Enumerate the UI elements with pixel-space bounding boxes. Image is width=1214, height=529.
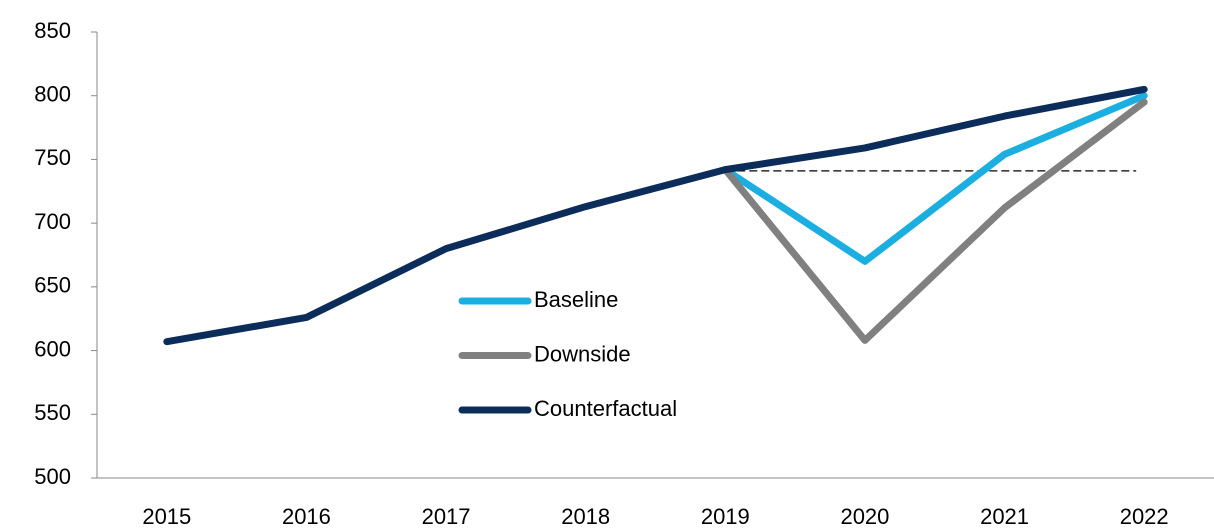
- x-tick-label: 2018: [561, 504, 610, 529]
- y-tick-label: 750: [34, 145, 71, 170]
- y-tick-label: 650: [34, 273, 71, 298]
- y-tick-label: 800: [34, 82, 71, 107]
- x-tick-label: 2019: [701, 504, 750, 529]
- series-line: [721, 98, 1148, 344]
- x-tick-label: 2017: [422, 504, 471, 529]
- x-tick-label: 2021: [980, 504, 1029, 529]
- legend-label: Counterfactual: [534, 396, 677, 421]
- x-tick-label: 2022: [1120, 504, 1169, 529]
- x-tick-label: 2020: [840, 504, 889, 529]
- x-tick-label: 2016: [282, 504, 331, 529]
- y-tick-label: 550: [34, 400, 71, 425]
- series-line: [721, 92, 1148, 265]
- x-tick-label: 2015: [142, 504, 191, 529]
- legend-label: Baseline: [534, 287, 618, 312]
- series-line: [163, 85, 1148, 346]
- y-tick-label: 700: [34, 209, 71, 234]
- y-tick-label: 500: [34, 464, 71, 489]
- legend-label: Downside: [534, 341, 631, 366]
- y-tick-label: 600: [34, 336, 71, 361]
- y-tick-label: 850: [34, 18, 71, 43]
